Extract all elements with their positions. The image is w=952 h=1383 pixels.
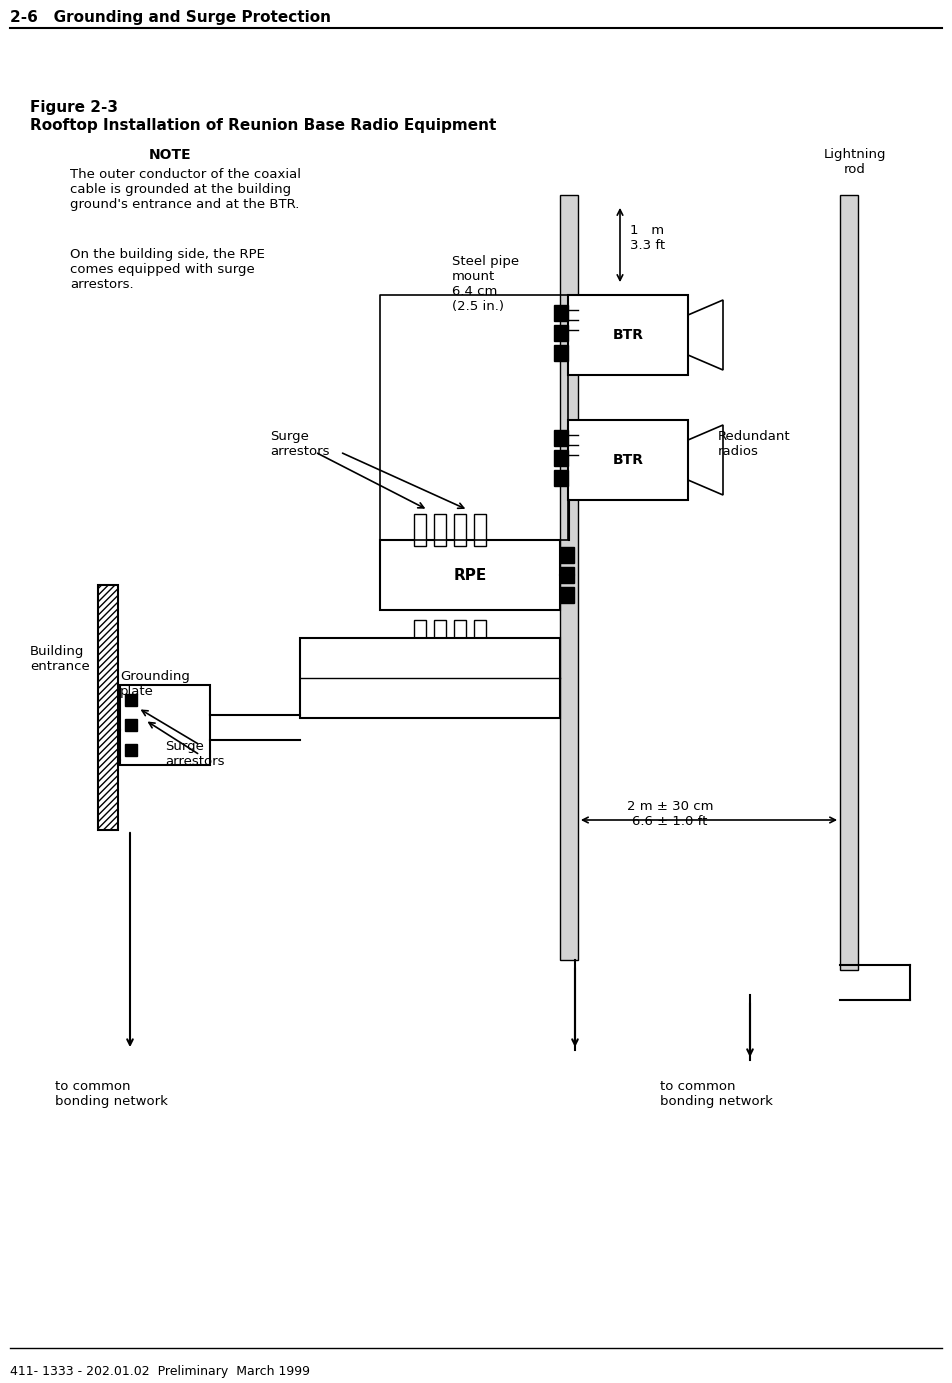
Bar bbox=[568, 420, 688, 501]
Bar bbox=[380, 539, 560, 610]
Text: BTR: BTR bbox=[612, 328, 644, 342]
Text: Lightning
rod: Lightning rod bbox=[823, 148, 886, 176]
Bar bbox=[568, 295, 688, 375]
Bar bbox=[414, 620, 426, 651]
Bar bbox=[454, 620, 466, 651]
Bar bbox=[454, 514, 466, 546]
Bar bbox=[120, 685, 210, 765]
Text: Surge
arrestors: Surge arrestors bbox=[165, 740, 225, 768]
Bar bbox=[554, 449, 568, 466]
Text: 2-6   Grounding and Surge Protection: 2-6 Grounding and Surge Protection bbox=[10, 10, 331, 25]
Bar bbox=[560, 567, 574, 584]
Bar bbox=[554, 344, 568, 361]
Text: to common
bonding network: to common bonding network bbox=[55, 1080, 168, 1108]
Bar bbox=[554, 325, 568, 342]
Bar bbox=[554, 306, 568, 321]
Bar bbox=[840, 195, 858, 969]
Bar bbox=[474, 620, 486, 651]
Text: 411- 1333 - 202.01.02  Preliminary  March 1999: 411- 1333 - 202.01.02 Preliminary March … bbox=[10, 1365, 310, 1377]
Bar bbox=[554, 430, 568, 445]
Text: Figure 2-3: Figure 2-3 bbox=[30, 100, 118, 115]
Bar bbox=[414, 514, 426, 546]
Bar bbox=[125, 719, 137, 732]
Bar bbox=[474, 514, 486, 546]
Text: Building
entrance: Building entrance bbox=[30, 644, 89, 674]
Text: Rooftop Installation of Reunion Base Radio Equipment: Rooftop Installation of Reunion Base Rad… bbox=[30, 118, 496, 133]
Bar bbox=[554, 470, 568, 485]
Bar bbox=[125, 744, 137, 757]
Text: BTR: BTR bbox=[612, 454, 644, 467]
Bar bbox=[560, 548, 574, 563]
Text: 1   m
3.3 ft: 1 m 3.3 ft bbox=[630, 224, 665, 252]
Bar bbox=[560, 586, 574, 603]
Bar bbox=[300, 638, 560, 718]
Text: Surge
arrestors: Surge arrestors bbox=[270, 430, 329, 458]
Text: Steel pipe
mount
6.4 cm
(2.5 in.): Steel pipe mount 6.4 cm (2.5 in.) bbox=[452, 254, 519, 313]
Text: to common
bonding network: to common bonding network bbox=[660, 1080, 773, 1108]
Bar bbox=[125, 694, 137, 705]
Text: On the building side, the RPE
comes equipped with surge
arrestors.: On the building side, the RPE comes equi… bbox=[70, 248, 265, 290]
Text: RPE: RPE bbox=[453, 567, 486, 582]
Bar bbox=[434, 514, 446, 546]
Bar bbox=[434, 620, 446, 651]
Text: Redundant
radios: Redundant radios bbox=[718, 430, 790, 458]
Bar bbox=[560, 195, 578, 960]
Bar bbox=[98, 585, 118, 830]
Text: 2 m ± 30 cm
6.6 ± 1.0 ft: 2 m ± 30 cm 6.6 ± 1.0 ft bbox=[626, 799, 713, 828]
Text: NOTE: NOTE bbox=[149, 148, 191, 162]
Text: Grounding
plate: Grounding plate bbox=[120, 669, 189, 698]
Text: The outer conductor of the coaxial
cable is grounded at the building
ground's en: The outer conductor of the coaxial cable… bbox=[70, 167, 301, 212]
